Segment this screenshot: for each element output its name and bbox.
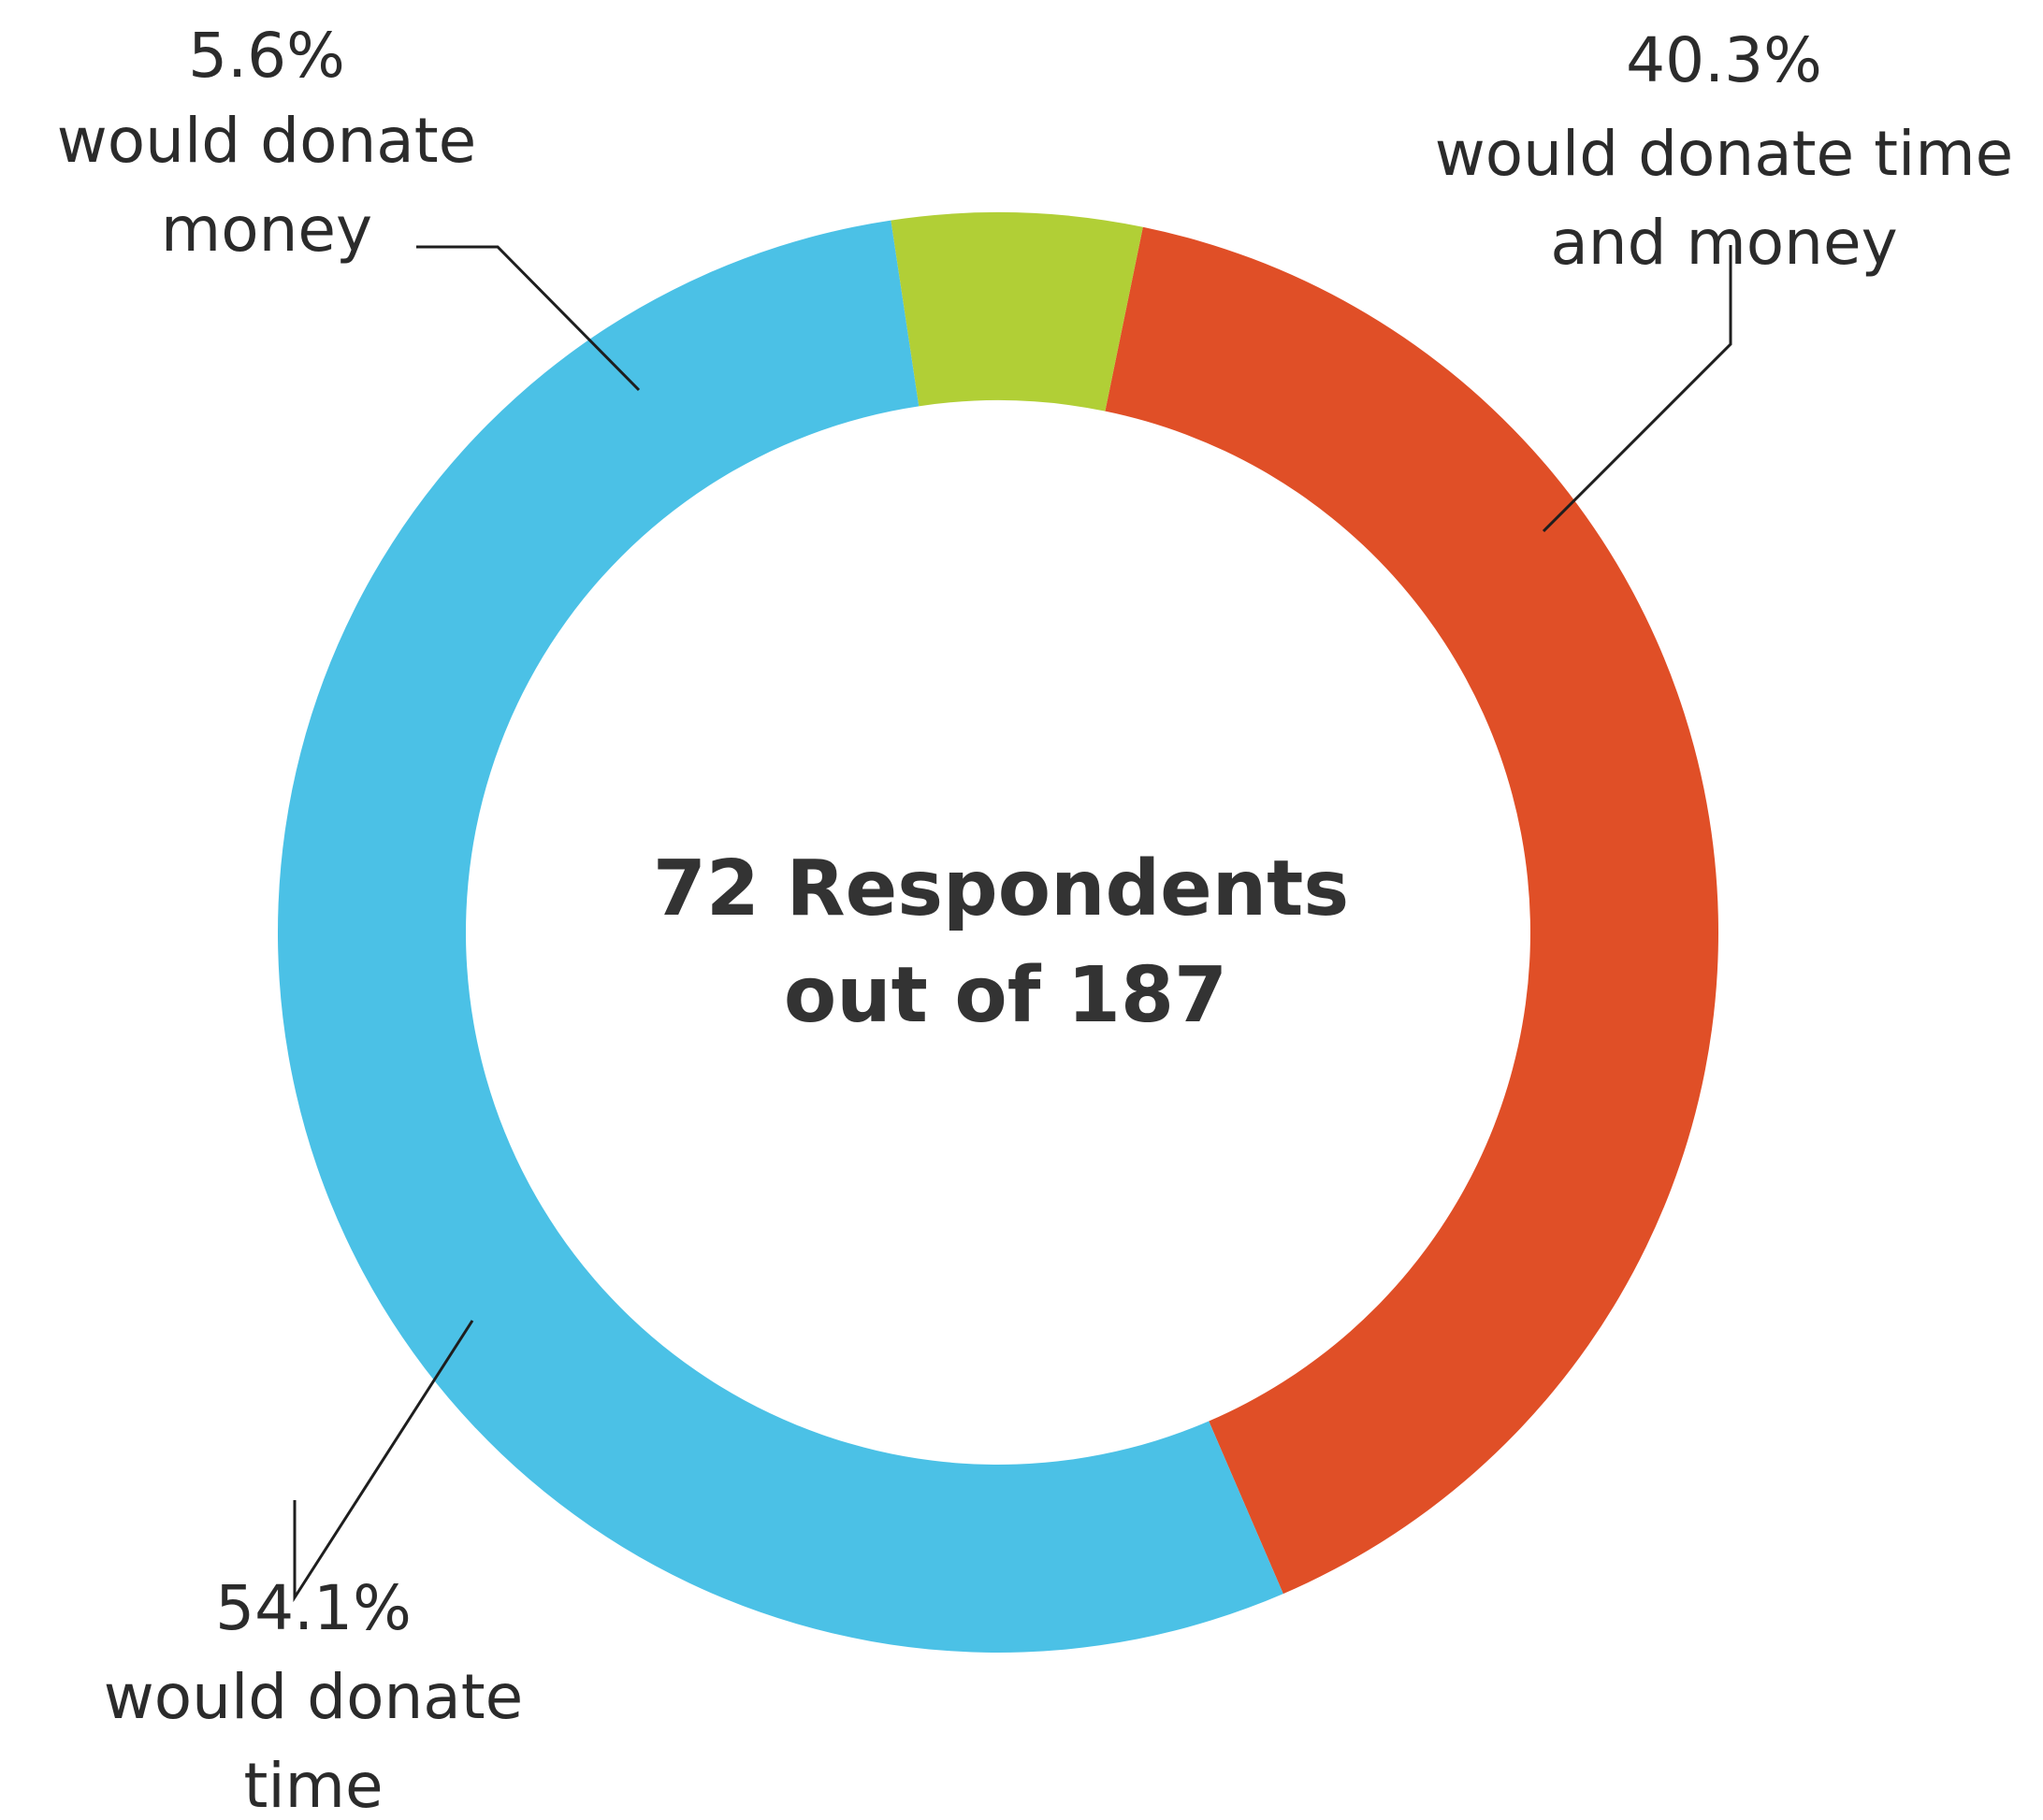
slice-label-2-line-1: would donate (57, 105, 476, 177)
donut-slice-0 (1105, 226, 1719, 1595)
slice-label-0-line-1: would donate time (1435, 118, 2014, 190)
slice-label-2-line-2: money (161, 194, 372, 266)
slice-label-2-line-0: 5.6% (188, 20, 345, 92)
leader-line-0 (1542, 245, 1732, 533)
slices-layer (278, 212, 1719, 1653)
labels-layer: 40.3% would donate time and money 54.1% woul… (57, 20, 2014, 1820)
leader-lines-layer (293, 245, 1732, 1603)
slice-label-1-line-0: 54.1% (215, 1572, 412, 1644)
center-label: 72 Respondents out of 187 (653, 845, 1349, 1040)
leader-line-2 (416, 245, 641, 392)
center-label-line-2: out of 187 (784, 951, 1227, 1040)
slice-label-0-line-2: and money (1550, 207, 1897, 279)
donut-slice-2 (891, 212, 1143, 412)
slice-label-1-line-1: would donate (104, 1661, 523, 1733)
leader-line-1 (293, 1320, 474, 1603)
donut-slice-1 (278, 220, 1283, 1653)
slice-label-1-line-2: time (243, 1750, 383, 1816)
center-label-line-1: 72 Respondents (653, 845, 1349, 933)
slice-label-0-line-0: 40.3% (1626, 24, 1822, 96)
